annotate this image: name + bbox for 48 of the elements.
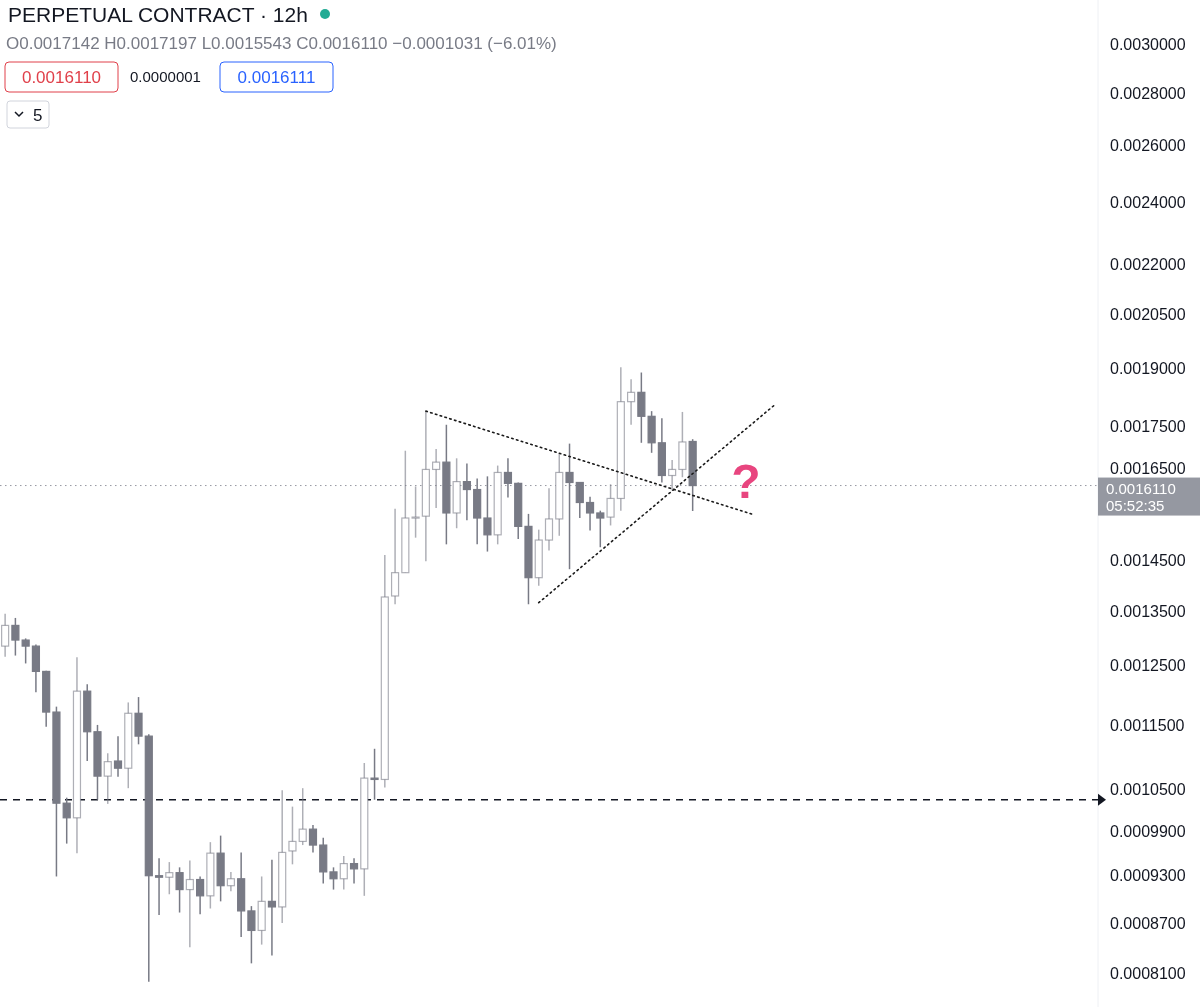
candlestick <box>329 866 338 891</box>
annotation: 0.0016111 <box>237 67 316 87</box>
annotation: 0.0016110 <box>21 67 102 87</box>
text: O0.0017142 H0.0017197 L0.0015543 C0.0016110 −0.0001031 (−6.01%) <box>6 34 557 53</box>
y-tick-label: 0.0012500 <box>1110 657 1186 675</box>
y-tick-label: 0.0022000 <box>1110 255 1186 273</box>
candlestick <box>349 857 359 885</box>
y-tick-label: 0.0009900 <box>1110 822 1186 840</box>
candlestick <box>11 617 20 657</box>
y-tick-label: 0.0010500 <box>1110 781 1186 799</box>
candlestick <box>154 857 164 916</box>
candlestick <box>267 859 277 957</box>
candlestick <box>370 748 379 801</box>
candlestick <box>175 866 184 914</box>
y-tick-label: 0.0024000 <box>1110 194 1186 212</box>
y-tick-label: 0.0028000 <box>1110 84 1186 102</box>
candlestick <box>596 509 605 548</box>
y-tick-label: 0.0016500 <box>1110 460 1186 478</box>
candlestick <box>247 905 256 965</box>
chart-title: PERPETUAL CONTRACT · 12h <box>8 3 308 26</box>
y-tick-label: 0.0011500 <box>1110 716 1185 734</box>
y-tick-label: 0.0020500 <box>1110 306 1186 324</box>
candlestick <box>575 481 584 519</box>
candlestick <box>462 462 472 522</box>
annotation: 0.0000001 <box>130 68 201 86</box>
text: 05:52:35 <box>1106 496 1165 514</box>
candlestick <box>585 495 595 532</box>
candlestick <box>308 824 318 854</box>
ref-line-label: 0.0016110 <box>1106 479 1176 497</box>
candlestick <box>62 796 71 845</box>
y-tick-label: 0.0026000 <box>1110 137 1186 155</box>
y-tick-label: 0.0013500 <box>1110 602 1186 620</box>
candlestick <box>21 637 30 665</box>
y-tick-label: 0.0019000 <box>1110 359 1186 377</box>
candlestick <box>113 735 123 778</box>
y-tick-label: 0.0017500 <box>1110 418 1186 436</box>
y-tick-label: 0.0030000 <box>1110 35 1186 53</box>
candlestick <box>483 475 492 553</box>
annotation: 5 <box>33 105 43 125</box>
candlestick <box>196 875 205 915</box>
annotation: ? <box>731 455 761 508</box>
y-tick-label: 0.0014500 <box>1110 551 1186 569</box>
y-tick-label: 0.0008100 <box>1110 965 1186 983</box>
candlestick <box>565 442 574 570</box>
y-tick-label: 0.0009300 <box>1110 867 1186 885</box>
candlestick <box>503 457 513 499</box>
candlestick <box>134 696 143 746</box>
y-tick-label: 0.0008700 <box>1110 914 1186 932</box>
